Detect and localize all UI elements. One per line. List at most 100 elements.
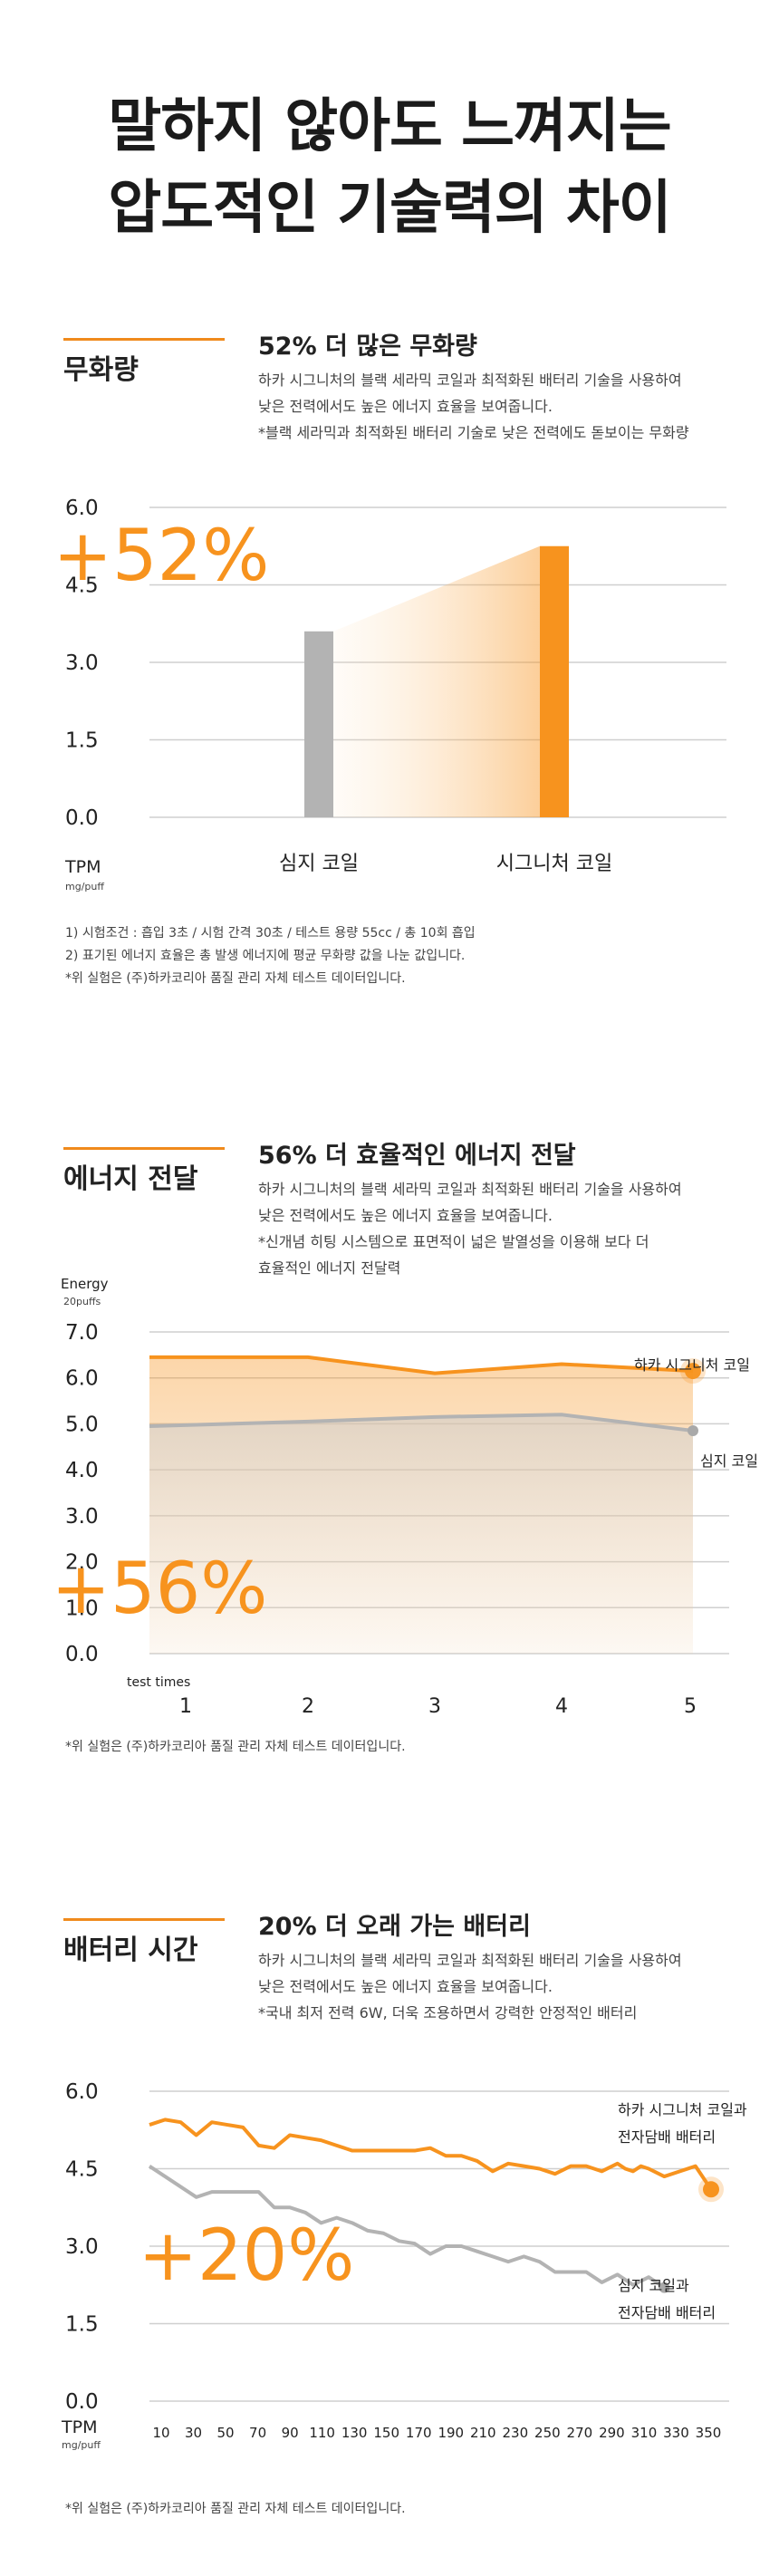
y-tick-label: 1.5 [65,2313,99,2337]
section-1-name: 무화량 [63,354,139,386]
y-tick-label: 3.0 [65,1505,99,1529]
chart-2-line-wick [149,1413,694,1433]
x-tick-label: 310 [631,2425,658,2441]
chart-2-svg: Energy 20puffs 0.01.02.03.04.05.06.07.0 … [52,1276,758,1718]
section-2-desc-line: 하카 시그니처의 블랙 세라믹 코일과 최적화된 배터리 기술을 사용하여 [258,1181,682,1198]
x-tick-label: 2 [302,1695,314,1718]
section-1-desc-line: 하카 시그니처의 블랙 세라믹 코일과 최적화된 배터리 기술을 사용하여 [258,371,682,389]
note-line: *위 실험은 (주)하카코리아 품질 관리 자체 테스트 데이터입니다. [65,971,406,986]
section-2-desc-line: 효율적인 에너지 전달력 [258,1259,401,1277]
y-tick-label: 5.0 [65,1413,99,1436]
y-tick-label: 6.0 [65,1367,99,1391]
x-tick-label: 270 [567,2425,593,2441]
chart-1-category-label: 심지 코일 [279,853,359,875]
section-3-rule [63,1918,225,1921]
section-3-desc-line: 하카 시그니처의 블랙 세라믹 코일과 최적화된 배터리 기술을 사용하여 [258,1952,682,1969]
section-3-headline: 20% 더 오래 가는 배터리 [258,1913,531,1941]
section-3-description: 하카 시그니처의 블랙 세라믹 코일과 최적화된 배터리 기술을 사용하여 낮은… [258,1947,747,2026]
x-tick-label: 1 [179,1695,192,1718]
chart-2-y-ticks: 0.0 1.0 2.0 3.0 4.0 5.0 6.0 7.0 [65,1321,99,1666]
chart-2-line-signature [149,1355,694,1375]
section-1-notes: 1) 시험조건 : 흡입 3초 / 시험 간격 30초 / 테스트 용량 55c… [65,922,476,990]
note-line: *위 실험은 (주)하카코리아 품질 관리 자체 테스트 데이터입니다. [65,2502,406,2516]
chart-2-x-label: test times [127,1675,190,1690]
x-tick-label: 5 [684,1695,697,1718]
chart-3-y-label-unit: mg/puff [62,2439,101,2451]
x-tick-label: 150 [373,2425,399,2441]
x-tick-label: 50 [217,2425,235,2441]
y-tick-label: 7.0 [65,1321,99,1345]
section-2-notes: *위 실험은 (주)하카코리아 품질 관리 자체 테스트 데이터입니다. [65,1736,406,1759]
page-title-line-2: 압도적인 기술력의 차이 [108,175,671,242]
chart-2-series-label-wick: 심지 코일 [700,1452,758,1470]
section-2-name: 에너지 전달 [63,1163,198,1195]
x-tick-label: 350 [696,2425,722,2441]
section-1-desc-line: 낮은 전력에서도 높은 에너지 효율을 보여줍니다. [258,398,553,415]
chart-1-bar-wick-coil [304,631,333,817]
section-3-notes: *위 실험은 (주)하카코리아 품질 관리 자체 테스트 데이터입니다. [65,2498,406,2521]
note-line: *위 실험은 (주)하카코리아 품질 관리 자체 테스트 데이터입니다. [65,1740,406,1754]
y-tick-label: 0.0 [65,2390,99,2414]
chart-1-y-label: TPM [64,857,101,877]
x-tick-label: 4 [555,1695,568,1718]
y-tick-label: 4.0 [65,1459,99,1482]
chart-1-category-label: 시그니처 코일 [496,853,612,875]
chart-2-area-wick [149,1414,693,1654]
y-tick-label: 0.0 [65,1643,99,1666]
chart-3-line-signature [149,2118,713,2191]
section-2-rule [63,1147,225,1150]
chart-3-series-label-wick-2: 전자담배 배터리 [618,2304,716,2321]
x-tick-label: 70 [249,2425,266,2441]
chart-2-y-label-unit: 20puffs [63,1296,101,1307]
y-tick-label: 3.0 [65,2235,99,2259]
chart-2-y-label: Energy [61,1276,109,1292]
section-3-desc-line: *국내 최저 전력 6W, 더욱 조용하면서 강력한 안정적인 배터리 [258,2004,638,2021]
y-tick-label: 4.5 [65,2158,99,2182]
chart-2-endpoint-signature-halo [680,1358,706,1384]
chart-3-series-label-signature: 하카 시그니처 코일과 [618,2101,747,2118]
chart-3-series-label-wick: 심지 코일과 [618,2277,689,2294]
chart-3-big-label: +20% [139,2215,355,2297]
x-tick-label: 250 [534,2425,561,2441]
y-tick-label: 1.0 [65,1597,99,1620]
y-tick-label: 1.5 [65,729,99,753]
x-tick-label: 170 [406,2425,432,2441]
y-tick-label: 6.0 [65,2080,99,2104]
chart-1-svg: 0.0 1.5 3.0 4.5 6.0 심지 코일 시그니처 코일 +52% TPM m… [53,497,726,892]
chart-3-series-label-signature-2: 전자담배 배터리 [618,2128,716,2146]
chart-1-bar-signature-coil [540,545,569,817]
chart-3-grid [149,2090,729,2402]
chart-1-big-label: +52% [53,516,270,597]
chart-2-series-label-signature: 하카 시그니처 코일 [634,1356,750,1374]
x-tick-label: 3 [428,1695,441,1718]
section-1-desc-line: *블랙 세라믹과 최적화된 배터리 기술로 낮은 전력에도 돋보이는 무화량 [258,424,689,441]
y-tick-label: 3.0 [65,651,99,675]
section-3-desc-line: 낮은 전력에서도 높은 에너지 효율을 보여줍니다. [258,1978,553,1995]
section-2-desc-line: 낮은 전력에서도 높은 에너지 효율을 보여줍니다. [258,1207,553,1224]
chart-3-y-label: TPM [61,2417,97,2437]
chart-1-y-label-unit: mg/puff [65,881,104,892]
y-tick-label: 0.0 [65,806,99,830]
chart-3-endpoint-signature [703,2181,719,2198]
chart-3-line-wick [148,2164,666,2290]
chart-2-endpoint-wick [688,1425,698,1437]
x-tick-label: 110 [309,2425,335,2441]
y-tick-label: 2.0 [65,1551,99,1575]
x-tick-label: 130 [341,2425,368,2441]
x-tick-label: 10 [152,2425,169,2441]
x-tick-label: 230 [503,2425,529,2441]
chart-3-endpoint-wick [659,2282,670,2293]
y-tick-label: 6.0 [65,497,99,520]
chart-1-growth-area [333,545,540,817]
y-tick-label: 4.5 [65,574,99,598]
chart-2-big-label: +56% [52,1548,268,1630]
note-line: 2) 표기된 에너지 효율은 총 발생 에너지에 평균 무화량 값을 나눈 값입… [65,949,466,963]
x-tick-label: 190 [438,2425,464,2441]
chart-2-x-ticks: 1 2 3 4 5 [179,1695,697,1718]
section-2-headline: 56% 더 효율적인 에너지 전달 [258,1142,576,1170]
chart-1-y-ticks: 0.0 1.5 3.0 4.5 6.0 [65,497,99,830]
x-tick-label: 30 [185,2425,202,2441]
x-tick-label: 330 [663,2425,689,2441]
x-tick-label: 290 [599,2425,625,2441]
chart-3-y-ticks: 0.0 1.5 3.0 4.5 6.0 [65,2080,99,2414]
